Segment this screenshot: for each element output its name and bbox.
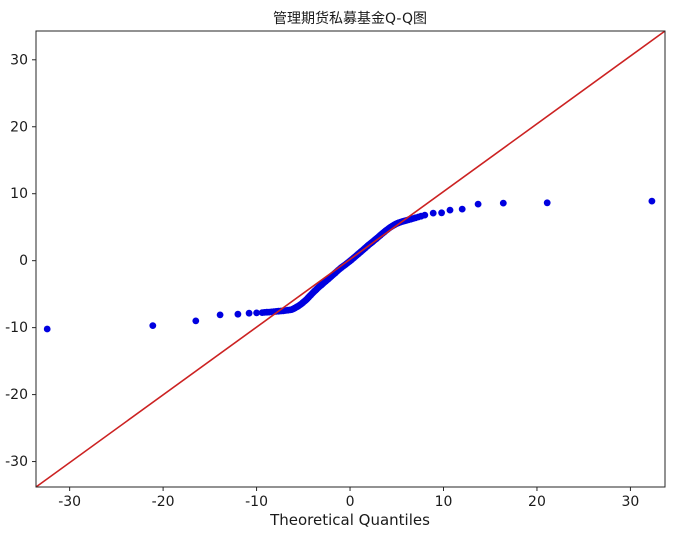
y-tick-label: -20 bbox=[5, 387, 28, 403]
data-point bbox=[543, 199, 551, 207]
data-point bbox=[149, 322, 157, 329]
data-point bbox=[421, 211, 429, 219]
x-tick-label: -10 bbox=[245, 494, 268, 510]
y-tick-label: -10 bbox=[5, 320, 28, 336]
data-point bbox=[648, 197, 656, 205]
x-tick-label: -30 bbox=[58, 494, 81, 510]
data-point bbox=[429, 209, 437, 217]
data-point bbox=[245, 309, 253, 317]
y-tick-label: 0 bbox=[19, 253, 28, 269]
y-tick-label: 30 bbox=[10, 52, 28, 68]
data-point bbox=[499, 199, 507, 207]
x-tick-label: 10 bbox=[435, 494, 453, 510]
x-tick-label: 20 bbox=[528, 494, 546, 510]
x-axis-label: Theoretical Quantiles bbox=[269, 511, 430, 529]
data-point bbox=[216, 311, 224, 319]
data-point bbox=[192, 317, 200, 325]
y-axis-ticks: 30 20 10 0 -10 -20 -30 bbox=[5, 52, 36, 470]
y-tick-label: -30 bbox=[5, 454, 28, 470]
scatter-points-layer bbox=[43, 197, 656, 333]
data-point bbox=[446, 206, 454, 214]
data-point bbox=[234, 310, 242, 318]
x-tick-label: 0 bbox=[346, 494, 355, 510]
data-point bbox=[438, 209, 445, 217]
x-tick-label: 30 bbox=[622, 494, 640, 510]
data-point bbox=[253, 309, 260, 317]
y-tick-label: 10 bbox=[10, 186, 28, 202]
chart-title: 管理期货私募基金Q-Q图 bbox=[273, 10, 427, 27]
data-point bbox=[43, 325, 51, 333]
reference-line bbox=[35, 30, 666, 488]
x-tick-label: -20 bbox=[152, 494, 175, 510]
y-tick-label: 20 bbox=[10, 119, 28, 135]
x-axis-ticks: -30 -20 -10 0 10 20 30 bbox=[58, 487, 639, 510]
data-point bbox=[474, 200, 482, 208]
data-point bbox=[458, 205, 466, 213]
